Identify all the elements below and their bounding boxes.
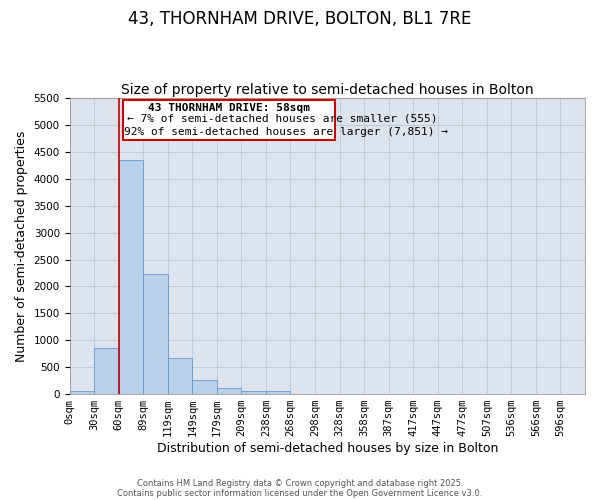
Text: Contains public sector information licensed under the Open Government Licence v3: Contains public sector information licen… bbox=[118, 488, 482, 498]
Bar bbox=[143, 274, 168, 394]
Title: Size of property relative to semi-detached houses in Bolton: Size of property relative to semi-detach… bbox=[121, 83, 533, 97]
Bar bbox=[217, 388, 241, 394]
Bar bbox=[119, 160, 143, 394]
Text: Contains HM Land Registry data © Crown copyright and database right 2025.: Contains HM Land Registry data © Crown c… bbox=[137, 478, 463, 488]
Bar bbox=[94, 348, 119, 394]
Bar bbox=[123, 100, 335, 140]
Bar bbox=[192, 380, 217, 394]
Text: 92% of semi-detached houses are larger (7,851) →: 92% of semi-detached houses are larger (… bbox=[124, 128, 448, 138]
X-axis label: Distribution of semi-detached houses by size in Bolton: Distribution of semi-detached houses by … bbox=[157, 442, 498, 455]
Bar bbox=[168, 358, 192, 394]
Bar bbox=[70, 392, 94, 394]
Bar bbox=[241, 390, 266, 394]
Text: 43 THORNHAM DRIVE: 58sqm: 43 THORNHAM DRIVE: 58sqm bbox=[148, 102, 310, 113]
Text: 43, THORNHAM DRIVE, BOLTON, BL1 7RE: 43, THORNHAM DRIVE, BOLTON, BL1 7RE bbox=[128, 10, 472, 28]
Text: ← 7% of semi-detached houses are smaller (555): ← 7% of semi-detached houses are smaller… bbox=[127, 114, 437, 124]
Bar bbox=[266, 391, 290, 394]
Y-axis label: Number of semi-detached properties: Number of semi-detached properties bbox=[15, 130, 28, 362]
